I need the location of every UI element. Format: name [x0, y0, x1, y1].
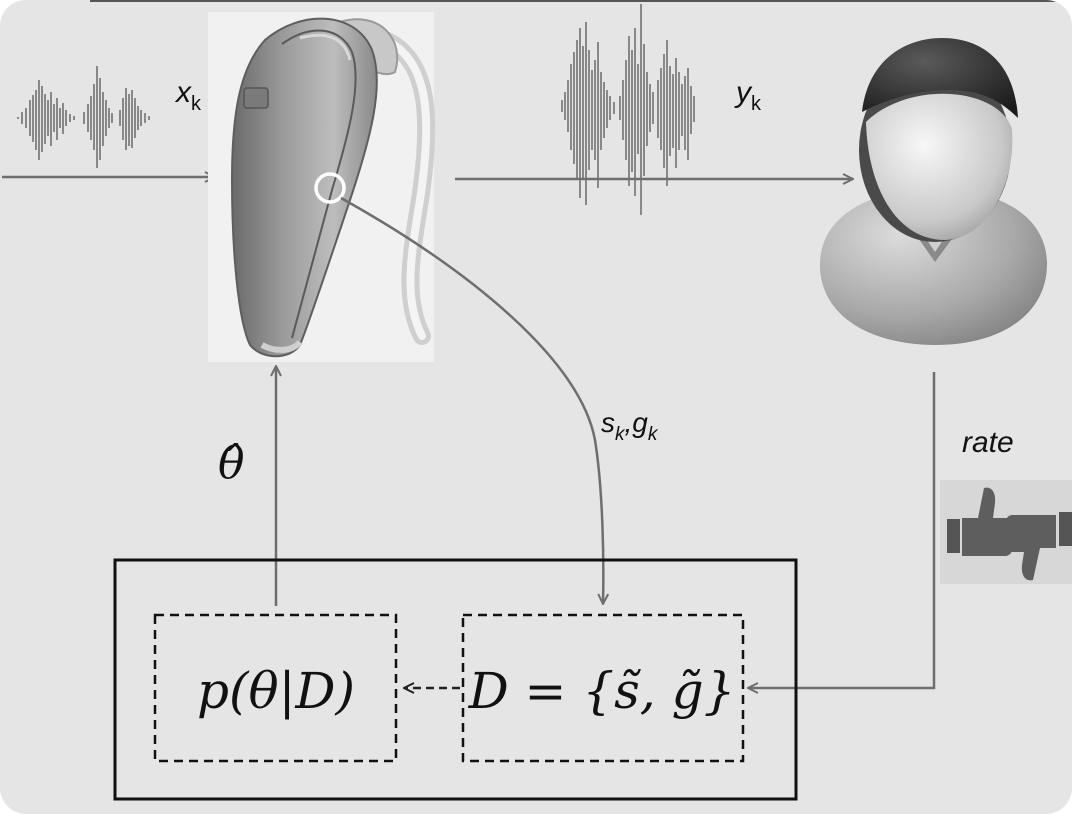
theta-hat-label: θ̂ — [218, 438, 245, 489]
hearing-aid-icon — [208, 12, 436, 362]
posterior-box — [153, 613, 398, 763]
posterior-label: p(θ|D) — [197, 662, 355, 720]
output-signal-label: yk — [734, 76, 762, 115]
parameters-arrow — [340, 196, 603, 604]
rate-label: rate — [962, 426, 1014, 459]
input-signal-label: xk — [174, 76, 202, 115]
parameters-label: sk,gk — [601, 407, 659, 445]
microphone-marker — [314, 172, 346, 204]
dataset-box — [461, 613, 745, 763]
rate-arrow — [748, 372, 936, 688]
thumbs-up-down-icon — [940, 480, 1072, 584]
person-icon — [819, 38, 1048, 345]
dataset-label: D = {s̃, g̃} — [468, 662, 736, 720]
input-waveform-icon — [17, 66, 150, 168]
output-waveform-icon — [561, 4, 695, 215]
inference-box — [113, 558, 798, 801]
